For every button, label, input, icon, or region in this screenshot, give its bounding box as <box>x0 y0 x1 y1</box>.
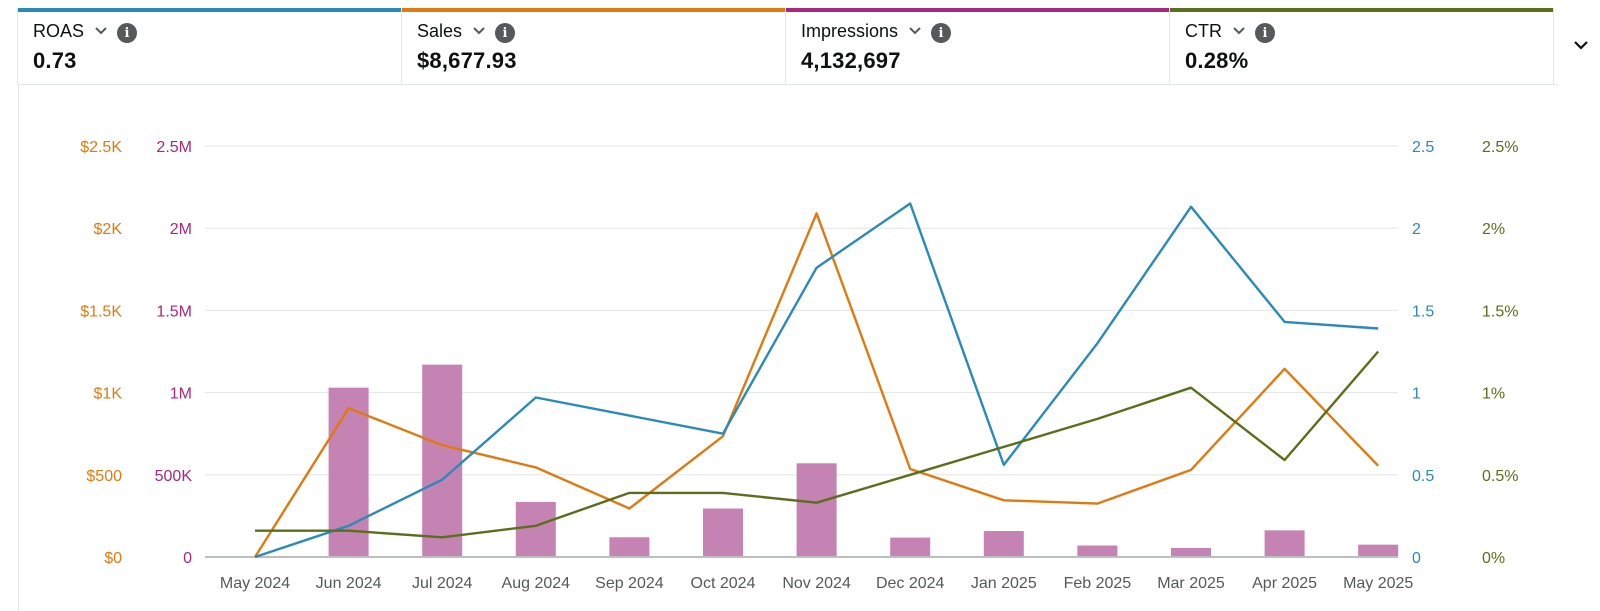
metric-value: 4,132,697 <box>801 48 901 73</box>
metric-label: Sales <box>417 20 463 41</box>
ctr-axis-tick-label: 1% <box>1482 386 1505 403</box>
x-axis-tick-label: Mar 2025 <box>1157 575 1225 592</box>
chevron-down-icon[interactable] <box>1232 24 1246 38</box>
x-axis-tick-label: Jun 2024 <box>316 575 382 592</box>
roas-axis-tick-label: 1 <box>1412 386 1421 403</box>
impressions-bar <box>983 531 1024 556</box>
metric-label: ROAS <box>33 20 85 41</box>
ctr-axis-tick-label: 0% <box>1482 550 1505 567</box>
metric-cards: ROAS i 0.73 Sales i $8,677.93 Impression… <box>17 8 1558 85</box>
info-icon[interactable]: i <box>931 23 952 43</box>
impressions-bar <box>609 537 650 556</box>
impressions-bar <box>1264 530 1305 556</box>
impressions-bar <box>422 364 463 556</box>
impressions-bar <box>890 537 931 556</box>
impressions-axis-tick-label: 0 <box>183 550 192 567</box>
sales-axis-tick-label: $1.5K <box>80 303 122 320</box>
x-axis-tick-label: Sep 2024 <box>595 575 664 592</box>
sales-axis-tick-label: $500 <box>86 468 122 485</box>
x-axis-tick-label: May 2024 <box>220 575 290 592</box>
x-axis-tick-label: Feb 2025 <box>1064 575 1132 592</box>
roas-axis-tick-label: 0.5 <box>1412 468 1434 485</box>
chevron-down-icon[interactable] <box>908 24 922 38</box>
x-axis-tick-label: May 2025 <box>1343 575 1413 592</box>
ctr-axis-tick-label: 2.5% <box>1482 139 1518 156</box>
impressions-axis-tick-label: 2M <box>170 221 192 238</box>
metric-label: Impressions <box>801 20 899 41</box>
x-axis-tick-label: Jul 2024 <box>412 575 473 592</box>
info-icon[interactable]: i <box>1255 23 1275 43</box>
impressions-bar <box>1077 545 1118 556</box>
impressions-bar <box>328 387 369 556</box>
sales-axis-tick-label: $2.5K <box>80 139 122 156</box>
metric-label: CTR <box>1185 20 1222 41</box>
metric-card-roas[interactable]: ROAS i 0.73 <box>17 8 402 84</box>
metric-color-bar <box>1170 8 1553 12</box>
metric-color-bar <box>402 8 785 12</box>
panel-left-border <box>18 84 19 611</box>
metric-card-impressions[interactable]: Impressions i 4,132,697 <box>785 8 1170 84</box>
roas-axis-tick-label: 2.5 <box>1412 139 1434 156</box>
ctr-axis-tick-label: 0.5% <box>1482 468 1518 485</box>
roas-axis-tick-label: 0 <box>1412 550 1421 567</box>
chevron-down-icon[interactable] <box>472 24 486 38</box>
impressions-axis-tick-label: 1M <box>170 386 192 403</box>
impressions-bar <box>703 508 743 556</box>
info-icon[interactable]: i <box>495 23 516 43</box>
x-axis-tick-label: Dec 2024 <box>876 575 945 592</box>
sales-axis-tick-label: $2K <box>94 221 123 238</box>
metric-value: $8,677.93 <box>417 48 517 73</box>
impressions-axis-tick-label: 500K <box>155 468 193 485</box>
sales-axis-tick-label: $0 <box>104 550 122 567</box>
x-axis-tick-label: Nov 2024 <box>782 575 851 592</box>
sales-axis-tick-label: $1K <box>94 386 123 403</box>
metric-value: 0.73 <box>33 48 77 73</box>
sales-series-line <box>253 212 1380 558</box>
x-axis-tick-label: Oct 2024 <box>691 575 756 592</box>
info-icon[interactable]: i <box>117 23 138 43</box>
ctr-series-line <box>255 350 1380 539</box>
roas-axis-tick-label: 2 <box>1412 221 1421 238</box>
metric-color-bar <box>18 8 401 12</box>
impressions-bar <box>515 501 556 556</box>
x-axis-tick-label: Aug 2024 <box>502 575 571 592</box>
x-axis-tick-label: Jan 2025 <box>971 575 1037 592</box>
impressions-axis-tick-label: 2.5M <box>156 139 192 156</box>
x-axis-tick-label: Apr 2025 <box>1252 575 1317 592</box>
roas-axis-tick-label: 1.5 <box>1412 303 1434 320</box>
impressions-axis-tick-label: 1.5M <box>156 303 192 320</box>
chevron-down-icon[interactable] <box>94 24 108 38</box>
impressions-bar <box>1358 544 1399 556</box>
metric-card-ctr[interactable]: CTR i 0.28% <box>1169 8 1554 84</box>
impressions-bar <box>1171 547 1211 556</box>
ctr-axis-tick-label: 1.5% <box>1482 303 1518 320</box>
expand-chevron-icon[interactable] <box>1570 34 1592 56</box>
ctr-axis-tick-label: 2% <box>1482 221 1505 238</box>
metric-color-bar <box>786 8 1169 12</box>
roas-series-line <box>254 202 1379 559</box>
impressions-bar <box>796 463 837 556</box>
metric-card-sales[interactable]: Sales i $8,677.93 <box>401 8 786 84</box>
metric-value: 0.28% <box>1185 48 1249 73</box>
